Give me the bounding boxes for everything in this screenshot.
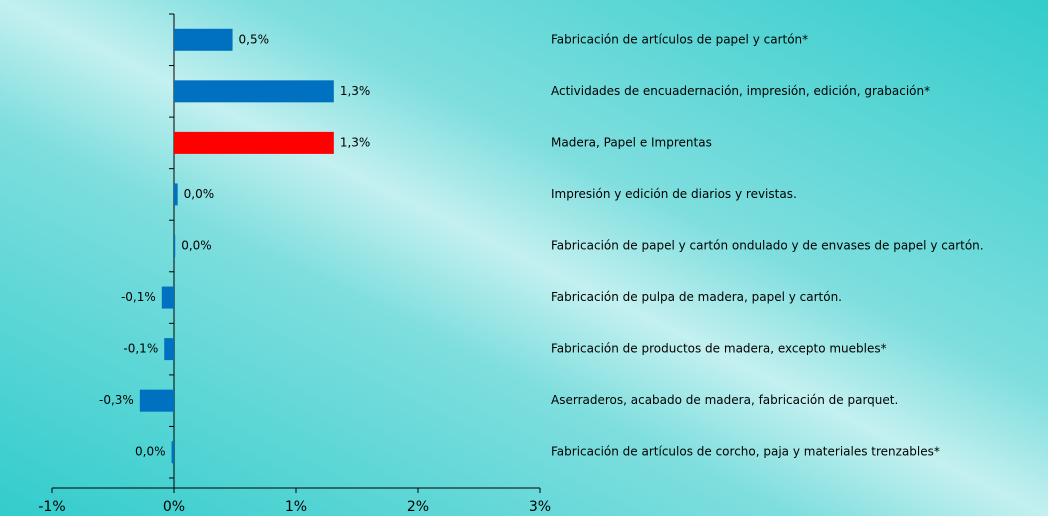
category-label: Fabricación de artículos de papel y cart… [551, 32, 808, 46]
x-tick-label: 1% [285, 499, 307, 515]
value-label: 1,3% [340, 135, 371, 149]
value-label: 0,0% [184, 187, 215, 201]
value-label: 0,5% [239, 32, 270, 46]
category-label: Madera, Papel e Imprentas [551, 135, 712, 149]
bar [174, 131, 334, 154]
category-label: Impresión y edición de diarios y revista… [551, 187, 797, 201]
x-tick-label: -1% [38, 499, 65, 515]
bar [171, 441, 174, 464]
value-label: 0,0% [181, 239, 212, 253]
bar [174, 28, 233, 51]
bar [139, 389, 174, 412]
x-tick-label: 3% [529, 499, 551, 515]
x-tick-label: 0% [163, 499, 185, 515]
value-label: -0,1% [123, 342, 158, 356]
category-label: Fabricación de productos de madera, exce… [551, 342, 887, 356]
category-label: Fabricación de papel y cartón ondulado y… [551, 239, 984, 253]
category-label: Actividades de encuadernación, impresión… [551, 84, 930, 98]
value-label: -0,3% [99, 393, 134, 407]
category-label: Fabricación de pulpa de madera, papel y … [551, 290, 842, 304]
bar [174, 80, 334, 103]
value-label: -0,1% [121, 290, 156, 304]
value-label: 1,3% [340, 84, 371, 98]
x-tick-label: 2% [407, 499, 429, 515]
bar [164, 338, 174, 361]
bar [161, 286, 174, 309]
bar [174, 235, 176, 257]
category-label: Fabricación de artículos de corcho, paja… [551, 445, 940, 459]
bar [174, 183, 178, 206]
value-label: 0,0% [135, 445, 166, 459]
category-label: Aserraderos, acabado de madera, fabricac… [551, 393, 898, 407]
